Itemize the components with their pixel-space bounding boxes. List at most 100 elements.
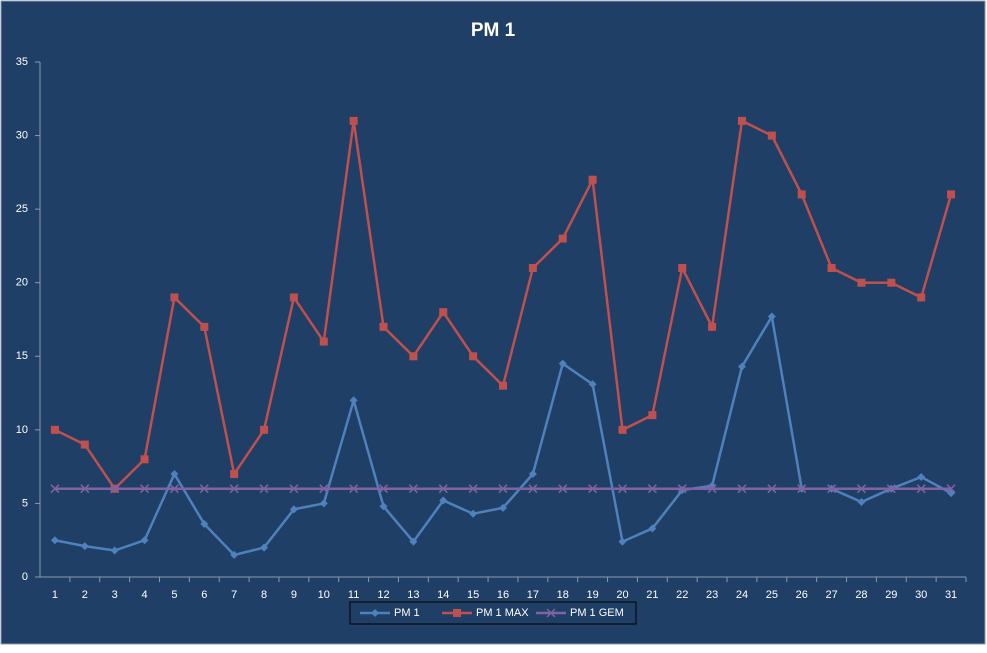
- x-tick-label: 22: [676, 589, 688, 601]
- data-point: [588, 380, 597, 389]
- data-point: [528, 470, 537, 478]
- data-point: [827, 484, 837, 494]
- data-point: [50, 484, 60, 494]
- data-point: [588, 175, 597, 184]
- data-point: [289, 293, 298, 302]
- data-point: [887, 278, 896, 287]
- data-point: [409, 352, 418, 361]
- data-point: [528, 484, 538, 494]
- y-tick-label: 5: [22, 497, 28, 509]
- data-point: [469, 509, 478, 518]
- data-point: [767, 131, 776, 140]
- data-point: [558, 234, 567, 243]
- data-point: [50, 536, 59, 545]
- data-point: [319, 484, 329, 494]
- data-point: [349, 396, 358, 405]
- data-point: [499, 381, 507, 390]
- data-point: [409, 537, 418, 546]
- y-tick-label: 30: [16, 129, 28, 141]
- data-point: [827, 264, 836, 272]
- data-point: [468, 484, 478, 494]
- data-point: [857, 497, 866, 506]
- data-point: [200, 520, 209, 529]
- x-tick-label: 14: [437, 589, 449, 601]
- legend-label: PM 1 MAX: [476, 607, 529, 619]
- data-point: [797, 190, 806, 199]
- data-point: [648, 411, 657, 420]
- data-point: [707, 484, 717, 494]
- data-point: [678, 264, 687, 272]
- data-point: [199, 484, 209, 494]
- data-point: [647, 484, 657, 494]
- data-point: [946, 484, 956, 494]
- chart-title: PM 1: [471, 20, 516, 41]
- data-point: [289, 505, 298, 514]
- x-tick-label: 12: [377, 589, 389, 601]
- y-tick-label: 20: [16, 277, 28, 289]
- data-point: [708, 322, 717, 331]
- data-point: [439, 308, 448, 317]
- data-point: [498, 484, 508, 494]
- x-tick-label: 31: [945, 589, 957, 601]
- y-tick-label: 25: [16, 203, 28, 215]
- data-point: [648, 524, 657, 533]
- data-point: [917, 293, 926, 302]
- legend-marker: [546, 608, 556, 618]
- data-point: [469, 352, 478, 361]
- x-tick-label: 3: [112, 589, 118, 601]
- data-point: [767, 484, 777, 494]
- data-point: [170, 293, 179, 302]
- data-point: [737, 116, 746, 125]
- x-tick-label: 20: [616, 589, 628, 601]
- data-point: [737, 484, 747, 494]
- x-tick-label: 8: [261, 589, 267, 601]
- legend-marker: [371, 609, 379, 617]
- data-point: [408, 484, 418, 494]
- x-tick-label: 7: [231, 589, 237, 601]
- x-tick-label: 23: [706, 589, 718, 601]
- data-point: [140, 536, 149, 545]
- x-tick-label: 16: [497, 589, 509, 601]
- x-tick-label: 5: [171, 589, 177, 601]
- data-point: [499, 503, 507, 512]
- data-point: [767, 312, 776, 321]
- data-point: [857, 278, 866, 287]
- x-tick-label: 24: [736, 589, 748, 601]
- data-point: [80, 440, 89, 449]
- data-point: [200, 322, 209, 331]
- data-point: [110, 484, 120, 494]
- data-point: [140, 455, 149, 464]
- x-tick-label: 25: [766, 589, 778, 601]
- x-tick-label: 30: [915, 589, 927, 601]
- x-tick-label: 15: [467, 589, 479, 601]
- data-point: [947, 190, 956, 199]
- data-point: [349, 484, 359, 494]
- data-point: [439, 496, 448, 505]
- data-point: [618, 425, 627, 434]
- data-point: [378, 484, 389, 494]
- data-point: [170, 470, 179, 478]
- x-tick-label: 28: [855, 589, 867, 601]
- x-tick-label: 18: [557, 589, 569, 601]
- x-tick-label: 26: [796, 589, 808, 601]
- x-tick-label: 17: [527, 589, 539, 601]
- x-tick-label: 2: [82, 589, 88, 601]
- data-point: [349, 116, 358, 125]
- y-tick-label: 0: [22, 571, 28, 583]
- x-tick-label: 11: [348, 589, 359, 601]
- x-tick-label: 21: [646, 589, 658, 601]
- data-point: [140, 484, 150, 494]
- x-tick-label: 27: [825, 589, 837, 601]
- y-tick-label: 35: [16, 56, 28, 68]
- x-tick-label: 9: [291, 589, 297, 601]
- data-point: [558, 359, 567, 368]
- data-point: [737, 362, 746, 371]
- data-point: [379, 322, 388, 331]
- data-point: [588, 484, 598, 494]
- data-point: [229, 484, 239, 494]
- data-point: [797, 484, 807, 494]
- y-tick-label: 15: [16, 350, 28, 362]
- data-point: [438, 484, 448, 494]
